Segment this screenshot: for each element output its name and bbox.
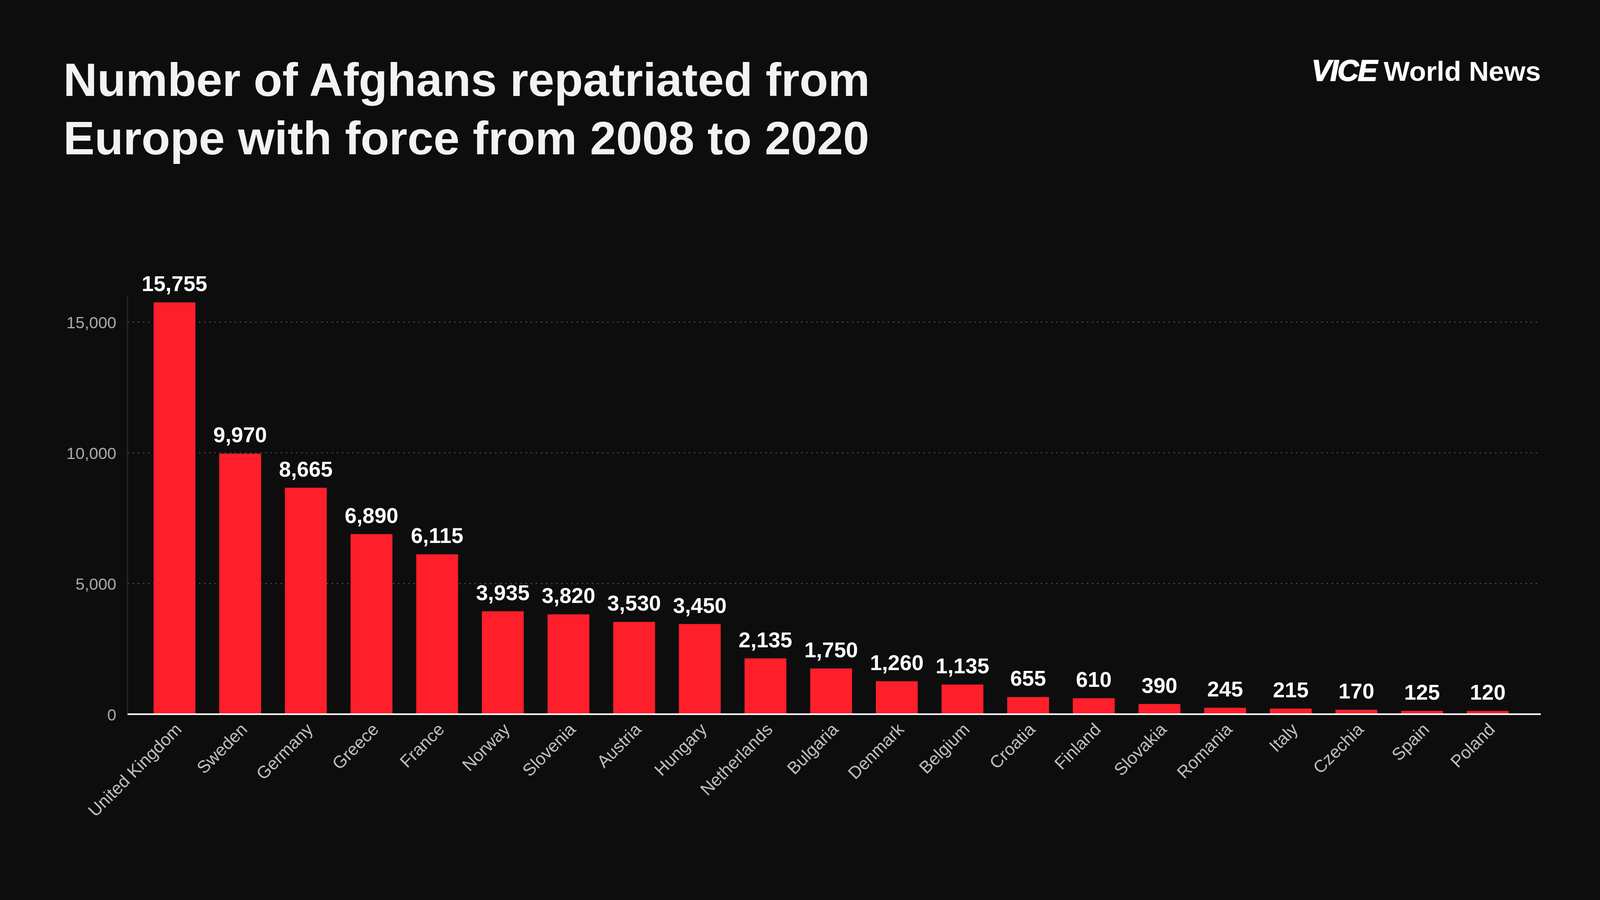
x-tick-label: Greece [328, 719, 382, 774]
x-tick-label: Netherlands [696, 719, 776, 800]
x-tick-label: Norway [458, 719, 514, 775]
bar [1072, 698, 1115, 715]
data-label: 245 [1207, 677, 1243, 702]
data-label: 1,135 [935, 654, 990, 678]
page: {"chart_data": {"type": "bar", "title": … [0, 0, 1600, 900]
x-tick-label: Finland [1050, 719, 1105, 774]
x-tick-label: Sweden [192, 719, 251, 778]
bar [547, 614, 590, 715]
x-tick-label: Czechia [1309, 719, 1368, 778]
x-tick-label: Bulgaria [783, 719, 842, 779]
grid-line [127, 452, 1541, 454]
bar [876, 681, 918, 715]
bars [153, 302, 1509, 715]
x-tick-label: United Kingdom [84, 719, 186, 821]
x-tick-label: Belgium [915, 719, 974, 778]
x-axis-line [127, 713, 1541, 716]
data-label: 120 [1470, 680, 1506, 705]
data-label: 1,750 [804, 638, 858, 662]
data-label: 8,665 [279, 457, 333, 482]
bar [613, 622, 656, 715]
x-tick-label: Austria [593, 719, 646, 772]
data-label: 215 [1272, 678, 1309, 702]
x-tick-label: Spain [1388, 719, 1433, 765]
bar [350, 534, 393, 715]
bar [1138, 704, 1181, 715]
background [0, 0, 1600, 900]
source: VICE World News [1311, 54, 1541, 88]
data-label: 2,135 [738, 628, 793, 652]
grid-line [127, 321, 1541, 323]
grid-line [127, 583, 1541, 585]
data-label: 3,450 [672, 594, 727, 618]
grid-line [127, 714, 1541, 716]
bar [482, 611, 524, 715]
x-tick-label: Slovakia [1110, 719, 1171, 780]
data-label: 15,755 [141, 272, 208, 296]
x-tick-label: France [396, 719, 448, 772]
bar [744, 658, 787, 715]
data-label: 9,970 [213, 423, 267, 447]
x-tick-label: Poland [1446, 719, 1499, 772]
x-tick-label: Croatia [985, 719, 1039, 773]
bar [678, 624, 721, 715]
data-label: 3,935 [476, 581, 530, 605]
data-label: 655 [1010, 666, 1046, 691]
bar [416, 554, 459, 715]
data-label: 3,530 [607, 591, 661, 616]
y-axis-line [127, 296, 129, 715]
data-label: 610 [1076, 668, 1112, 692]
x-tick-label: Romania [1173, 719, 1236, 783]
data-label: 6,115 [410, 524, 464, 548]
data-label: 125 [1404, 680, 1440, 705]
data-label: 1,260 [870, 651, 924, 675]
x-tick-label: Slovenia [518, 719, 580, 781]
bar [284, 488, 327, 715]
y-tick-label: 0 [107, 706, 117, 725]
y-tick-label: 5,000 [75, 575, 117, 594]
bar [219, 453, 262, 715]
y-tick-label: 15,000 [66, 313, 117, 332]
bar [941, 684, 984, 715]
data-label: 3,820 [541, 584, 596, 608]
x-tick-label: Italy [1265, 719, 1302, 756]
bar [1007, 697, 1050, 715]
bar [1270, 708, 1312, 715]
bar [810, 668, 853, 715]
title: Number of Afghans repatriated fromEurope… [63, 53, 870, 164]
data-label: 170 [1338, 679, 1374, 704]
y-tick-label: 10,000 [66, 444, 117, 463]
x-tick-label: Hungary [650, 719, 711, 780]
chart: Number of Afghans repatriated fromEurope… [0, 0, 1600, 900]
x-tick-label: Denmark [844, 719, 908, 784]
data-label: 390 [1141, 674, 1178, 698]
data-label: 6,890 [344, 504, 399, 528]
bar [1204, 708, 1246, 715]
bar [153, 302, 196, 715]
x-tick-label: Germany [252, 719, 317, 784]
